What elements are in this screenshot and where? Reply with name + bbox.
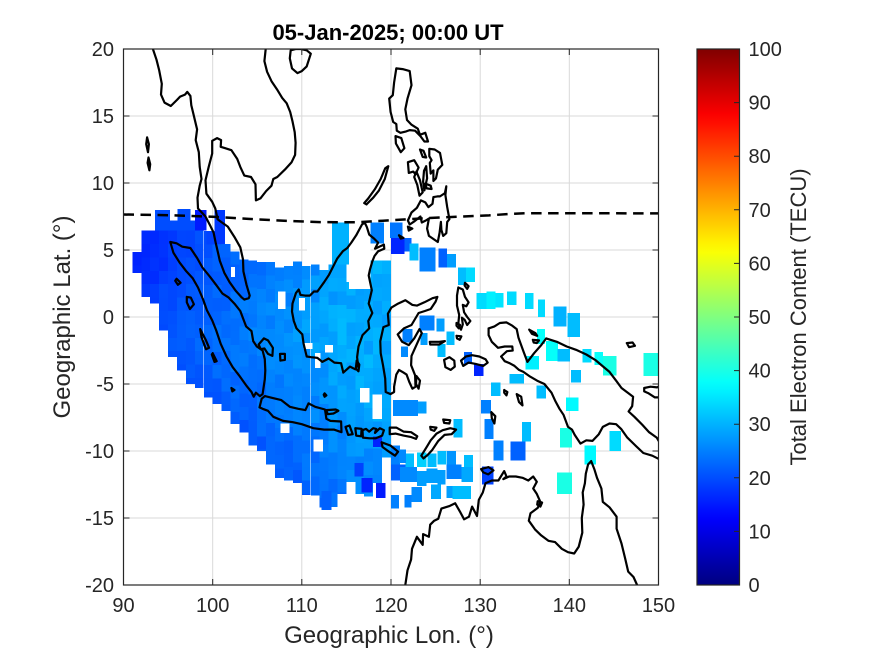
svg-text:20: 20 xyxy=(749,468,771,490)
svg-text:Total Electron Content (TECU): Total Electron Content (TECU) xyxy=(786,168,811,465)
svg-text:10: 10 xyxy=(749,521,771,543)
svg-text:90: 90 xyxy=(749,93,771,115)
svg-text:150: 150 xyxy=(642,595,675,617)
svg-text:-20: -20 xyxy=(85,575,114,597)
svg-text:-5: -5 xyxy=(96,374,114,396)
svg-text:-10: -10 xyxy=(85,441,114,463)
svg-text:80: 80 xyxy=(749,146,771,168)
svg-text:15: 15 xyxy=(92,106,114,128)
svg-text:120: 120 xyxy=(374,595,407,617)
svg-text:140: 140 xyxy=(553,595,586,617)
svg-text:0: 0 xyxy=(103,307,114,329)
svg-text:130: 130 xyxy=(464,595,497,617)
svg-text:60: 60 xyxy=(749,253,771,275)
svg-text:Geographic Lat. (°): Geographic Lat. (°) xyxy=(49,215,76,418)
svg-text:40: 40 xyxy=(749,361,771,383)
svg-text:05-Jan-2025; 00:00 UT: 05-Jan-2025; 00:00 UT xyxy=(272,20,504,45)
svg-text:110: 110 xyxy=(286,595,318,617)
svg-text:0: 0 xyxy=(749,575,760,597)
svg-text:Geographic Lon. (°): Geographic Lon. (°) xyxy=(284,622,494,649)
svg-text:5: 5 xyxy=(103,240,114,262)
svg-text:90: 90 xyxy=(112,595,134,617)
svg-text:20: 20 xyxy=(92,39,114,61)
svg-text:50: 50 xyxy=(749,307,771,329)
svg-text:70: 70 xyxy=(749,200,771,222)
svg-text:100: 100 xyxy=(196,595,229,617)
svg-text:100: 100 xyxy=(749,39,782,61)
svg-text:30: 30 xyxy=(749,414,771,436)
svg-text:10: 10 xyxy=(92,173,114,195)
svg-text:-15: -15 xyxy=(85,508,114,530)
